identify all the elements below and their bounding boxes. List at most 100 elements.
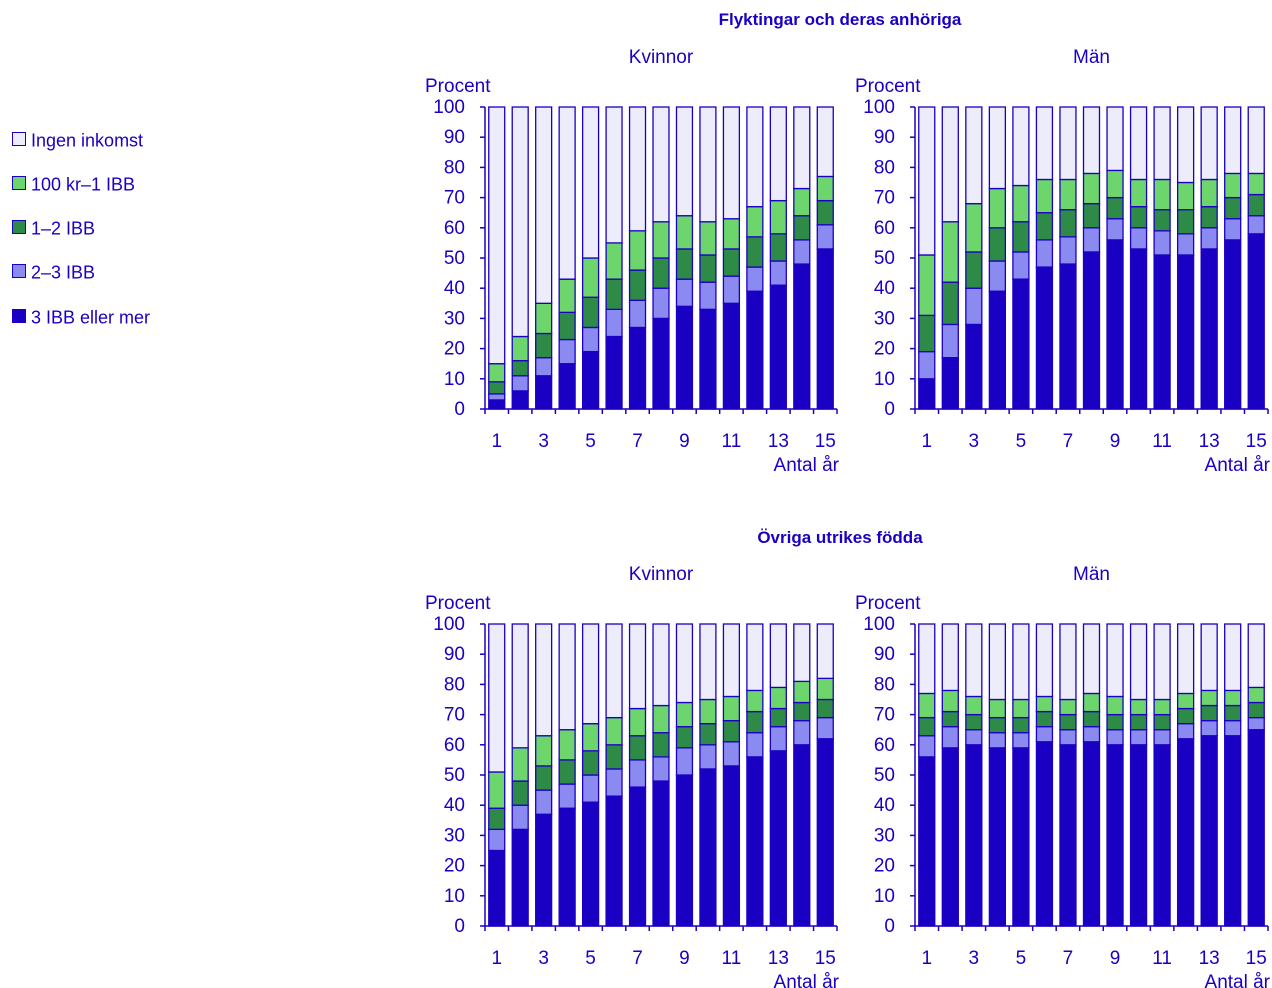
bar-segment — [769, 199, 787, 235]
bar-segment — [918, 314, 936, 353]
bar-segment — [1224, 704, 1242, 722]
y-tick-label: 40 — [874, 795, 895, 816]
bar-segment — [1200, 178, 1218, 208]
bar-segment — [793, 680, 811, 704]
x-tick-label: 11 — [1152, 948, 1172, 969]
bar-segment — [965, 744, 983, 927]
x-tick-label: 3 — [538, 431, 549, 452]
bar-segment — [511, 804, 529, 831]
bar-segment — [1176, 623, 1195, 695]
bar-segment — [1106, 729, 1124, 746]
x-axis-label: Antal år — [774, 972, 840, 988]
bar-segment — [1224, 172, 1242, 199]
bar-segment — [699, 254, 717, 283]
bar-segment — [1153, 713, 1171, 731]
bar-segment — [988, 260, 1007, 292]
bar-segment — [816, 698, 834, 719]
bar-segment — [1224, 719, 1242, 737]
group-title-other-foreign-born: Övriga utrikes födda — [757, 528, 923, 547]
y-tick-label: 30 — [874, 825, 895, 846]
bar-segment — [1059, 713, 1077, 731]
y-tick-label: 60 — [874, 218, 895, 239]
bar-segment — [488, 849, 506, 927]
bar-segment — [1247, 729, 1265, 927]
bar-segment — [988, 623, 1007, 701]
bar-segment — [1082, 202, 1101, 229]
bar-segment — [488, 399, 506, 410]
legend-label: 3 IBB eller mer — [31, 307, 151, 328]
bar-segment — [1247, 215, 1265, 235]
bar-segment — [1035, 623, 1054, 698]
bar-segment — [652, 732, 670, 758]
bar-segment — [511, 360, 529, 377]
y-tick-label: 100 — [433, 97, 465, 118]
x-tick-label: 7 — [632, 948, 643, 969]
y-tick-label: 40 — [874, 278, 895, 299]
bar-segment — [1059, 263, 1077, 410]
bar-segment — [652, 106, 670, 223]
bar-segment — [1200, 227, 1218, 250]
bar-segment — [1176, 707, 1195, 725]
x-tick-label: 11 — [1152, 431, 1172, 452]
y-tick-label: 0 — [454, 916, 465, 937]
bar-segment — [988, 227, 1007, 262]
bar-segment — [769, 686, 787, 710]
y-tick-label: 60 — [874, 735, 895, 756]
bar-segment — [558, 807, 576, 927]
legend-item-100kr-1ibb: 100 kr–1 IBB — [12, 172, 135, 194]
bar-segment — [535, 375, 553, 410]
bar-segment — [793, 623, 811, 683]
x-tick-label: 15 — [815, 948, 836, 969]
bar-segment — [1176, 233, 1195, 256]
bar-segment — [1153, 230, 1171, 256]
bar-segment — [722, 248, 741, 277]
bar-segment — [769, 623, 787, 689]
y-tick-label: 90 — [444, 644, 465, 665]
y-tick-label: 30 — [874, 308, 895, 329]
bar-segment — [628, 106, 647, 232]
bar-segment — [1153, 744, 1171, 927]
bar-segment — [918, 735, 936, 758]
bar-segment — [941, 747, 959, 927]
bar-segment — [1106, 106, 1124, 172]
bar-segment — [722, 623, 741, 698]
y-tick-label: 80 — [444, 674, 465, 695]
bar-segment — [535, 302, 553, 335]
bar-segment — [1200, 689, 1218, 707]
bar-segment — [746, 689, 764, 713]
y-tick-label: 70 — [444, 188, 465, 209]
bar-segment — [746, 710, 764, 734]
y-tick-label: 80 — [444, 157, 465, 178]
bar-segment — [1012, 716, 1030, 734]
bar-segment — [511, 828, 529, 927]
bar-segment — [918, 254, 936, 317]
y-tick-label: 10 — [444, 369, 465, 390]
bar-segment — [535, 106, 553, 304]
y-tick-label: 10 — [444, 886, 465, 907]
bar-segment — [581, 296, 600, 329]
bar-segment — [1153, 698, 1171, 716]
bar-segment — [581, 106, 600, 259]
bar-segment — [941, 323, 959, 359]
bar-segment — [605, 106, 623, 244]
x-tick-label: 13 — [768, 948, 789, 969]
bar-segment — [628, 230, 647, 271]
bar-segment — [675, 305, 694, 410]
bar-segment — [699, 281, 717, 310]
legend-item-2-3ibb: 2–3 IBB — [12, 260, 95, 282]
bar-segment — [1224, 218, 1242, 241]
bar-segment — [1224, 689, 1242, 707]
bar-segment — [699, 106, 717, 223]
bar-segment — [628, 759, 647, 788]
bar-segment — [1012, 184, 1030, 223]
bar-segment — [1012, 251, 1030, 280]
legend-swatch — [12, 264, 26, 279]
bar-segment — [511, 390, 529, 410]
bar-segment — [816, 248, 834, 410]
bar-segment — [793, 239, 811, 265]
legend-swatch — [12, 220, 26, 235]
bar-segment — [1129, 106, 1148, 181]
x-tick-label: 11 — [722, 948, 742, 969]
